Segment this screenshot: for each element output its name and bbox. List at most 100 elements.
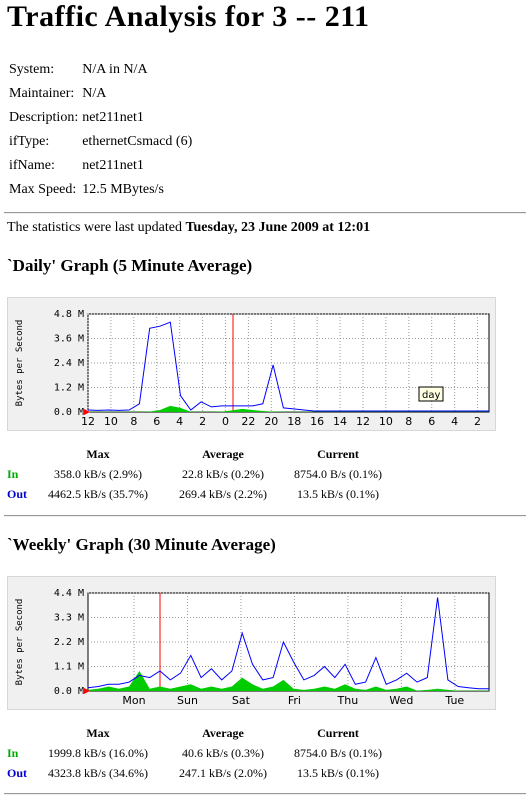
updated-timestamp: Tuesday, 23 June 2009 at 12:01 xyxy=(185,220,371,235)
info-label: Description: xyxy=(9,110,79,125)
info-label: Max Speed: xyxy=(9,182,77,197)
out-current: 13.5 kB/s (0.1%) xyxy=(297,765,379,780)
x-tick-label: 6 xyxy=(428,415,435,428)
weekly-graph-heading: `Weekly' Graph (30 Minute Average) xyxy=(7,535,276,554)
x-tick-label: 16 xyxy=(310,415,324,428)
series-out-line xyxy=(87,597,489,690)
weekly-stats-table: Max Average Current In 1999.8 kB/s (16.0… xyxy=(7,723,393,783)
axis-arrow xyxy=(84,688,90,694)
x-tick-label: 12 xyxy=(81,415,95,428)
info-value: ethernetCsmacd (6) xyxy=(82,134,193,149)
x-tick-label: Thu xyxy=(337,694,359,707)
info-row-maintainer: Maintainer: N/A xyxy=(7,82,194,106)
header-average: Average xyxy=(202,446,244,461)
x-tick-label: 22 xyxy=(241,415,255,428)
x-tick-label: 8 xyxy=(130,415,137,428)
y-tick-label: 2.2 M xyxy=(54,637,84,648)
y-tick-label: 3.6 M xyxy=(54,334,84,345)
y-tick-label: 2.4 M xyxy=(54,358,84,369)
day-tooltip: day xyxy=(418,386,444,402)
divider xyxy=(4,515,526,517)
x-tick-label: 18 xyxy=(287,415,301,428)
divider xyxy=(4,212,526,214)
divider xyxy=(4,793,526,795)
info-value: N/A xyxy=(82,86,107,101)
x-tick-label: Wed xyxy=(389,694,413,707)
out-average: 247.1 kB/s (2.0%) xyxy=(179,765,267,780)
header-average: Average xyxy=(202,725,244,740)
y-axis-label: Bytes per Second xyxy=(15,599,25,686)
in-max: 1999.8 kB/s (16.0%) xyxy=(48,745,148,760)
x-tick-label: Mon xyxy=(122,694,145,707)
x-tick-label: 14 xyxy=(333,415,347,428)
y-tick-label: 3.3 M xyxy=(54,613,84,624)
daily-graph-svg: Bytes per Second 0.0 M 1.2 M 2.4 M 3.6 M 4.8 … xyxy=(15,309,490,428)
x-tick-label: 4 xyxy=(451,415,458,428)
header-current: Current xyxy=(317,446,359,461)
x-tick-label: 12 xyxy=(356,415,370,428)
info-value: net211net1 xyxy=(82,158,144,173)
series-in-area xyxy=(88,405,489,412)
out-label: Out xyxy=(7,486,28,501)
info-row-max-speed: Max Speed: 12.5 MBytes/s xyxy=(7,178,194,202)
tooltip-text: day xyxy=(422,390,440,401)
last-updated-text: The statistics were last updated Tuesday… xyxy=(7,220,370,236)
page-title: Traffic Analysis for 3 -- 211 xyxy=(7,0,370,33)
y-tick-label: 4.8 M xyxy=(54,309,84,320)
info-label: System: xyxy=(9,62,55,77)
y-axis-label: Bytes per Second xyxy=(15,320,25,407)
info-label: Maintainer: xyxy=(9,86,75,101)
y-tick-label: 4.4 M xyxy=(54,588,84,599)
weekly-out-row: Out 4323.8 kB/s (34.6%) 247.1 kB/s (2.0%… xyxy=(7,763,393,783)
y-tick-label: 0.0 M xyxy=(54,407,84,418)
info-value: N/A in N/A xyxy=(82,62,148,77)
in-average: 22.8 kB/s (0.2%) xyxy=(182,466,264,481)
in-label: In xyxy=(7,745,19,760)
tooltip-box xyxy=(418,386,444,402)
info-label: ifName: xyxy=(9,158,55,173)
info-value: 12.5 MBytes/s xyxy=(82,182,164,197)
y-tick-label: 0.0 M xyxy=(54,686,84,697)
daily-stats-table: Max Average Current In 358.0 kB/s (2.9%)… xyxy=(7,444,393,504)
x-tick-label: Sat xyxy=(232,694,251,707)
weekly-graph-svg: Bytes per Second 0.0 M 1.1 M 2.2 M 3.3 M 4.4 … xyxy=(15,588,490,707)
x-tick-label: 2 xyxy=(474,415,481,428)
series-out-line xyxy=(87,321,489,412)
header-current: Current xyxy=(317,725,359,740)
weekly-graph: Bytes per Second 0.0 M 1.1 M 2.2 M 3.3 M 4.4 … xyxy=(7,576,496,710)
axis-arrow xyxy=(84,409,90,415)
daily-out-row: Out 4462.5 kB/s (35.7%) 269.4 kB/s (2.2%… xyxy=(7,484,393,504)
daily-graph-heading: `Daily' Graph (5 Minute Average) xyxy=(7,256,253,275)
x-tick-label: Tue xyxy=(444,694,464,707)
info-row-iftype: ifType: ethernetCsmacd (6) xyxy=(7,130,194,154)
in-current: 8754.0 B/s (0.1%) xyxy=(294,466,382,481)
in-current: 8754.0 B/s (0.1%) xyxy=(294,745,382,760)
x-tick-label: 4 xyxy=(176,415,183,428)
x-tick-label: 0 xyxy=(222,415,229,428)
info-label: ifType: xyxy=(9,134,50,149)
x-tick-label: 8 xyxy=(405,415,412,428)
out-max: 4462.5 kB/s (35.7%) xyxy=(48,486,148,501)
x-tick-label: 10 xyxy=(104,415,118,428)
y-tick-label: 1.2 M xyxy=(54,383,84,394)
in-label: In xyxy=(7,466,19,481)
info-row-ifname: ifName: net211net1 xyxy=(7,154,194,178)
x-tick-label: 2 xyxy=(199,415,206,428)
out-label: Out xyxy=(7,765,28,780)
info-row-system: System: N/A in N/A xyxy=(7,58,194,82)
y-tick-label: 1.1 M xyxy=(54,662,84,673)
out-average: 269.4 kB/s (2.2%) xyxy=(179,486,267,501)
header-max: Max xyxy=(86,446,110,461)
device-info-table: System: N/A in N/A Maintainer: N/A Descrip… xyxy=(7,58,194,202)
info-row-description: Description: net211net1 xyxy=(7,106,194,130)
x-tick-label: Sun xyxy=(177,694,198,707)
info-value: net211net1 xyxy=(82,110,144,125)
out-max: 4323.8 kB/s (34.6%) xyxy=(48,765,148,780)
x-tick-label: 6 xyxy=(153,415,160,428)
weekly-in-row: In 1999.8 kB/s (16.0%) 40.6 kB/s (0.3%) … xyxy=(7,743,393,763)
x-tick-label: 10 xyxy=(379,415,393,428)
daily-graph: Bytes per Second 0.0 M 1.2 M 2.4 M 3.6 M 4.8 … xyxy=(7,297,496,431)
updated-prefix: The statistics were last updated xyxy=(7,220,186,235)
series-in-area xyxy=(88,671,489,691)
in-average: 40.6 kB/s (0.3%) xyxy=(182,745,264,760)
